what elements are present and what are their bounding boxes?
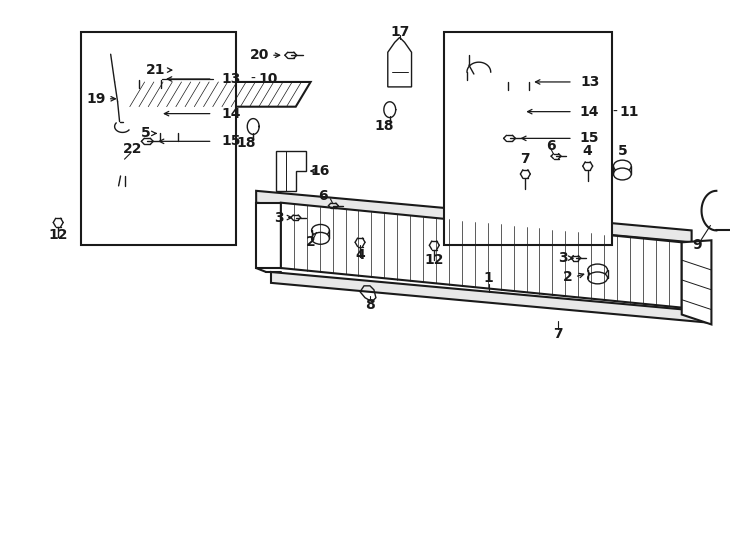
Text: 9: 9 — [691, 238, 702, 252]
Text: 19: 19 — [87, 92, 106, 106]
Text: 14: 14 — [580, 105, 600, 119]
Text: 6: 6 — [546, 139, 556, 153]
Ellipse shape — [311, 232, 330, 244]
Text: 3: 3 — [275, 211, 284, 225]
Polygon shape — [256, 191, 691, 242]
Bar — [81, 32, 236, 245]
Ellipse shape — [588, 264, 608, 276]
Text: 21: 21 — [145, 63, 165, 77]
Polygon shape — [120, 82, 310, 107]
Text: 14: 14 — [222, 106, 241, 120]
Text: -: - — [612, 105, 617, 119]
Ellipse shape — [588, 272, 608, 284]
Ellipse shape — [160, 127, 178, 139]
Ellipse shape — [614, 168, 631, 180]
Text: 13: 13 — [580, 75, 600, 89]
Ellipse shape — [507, 83, 529, 97]
Text: 7: 7 — [520, 152, 530, 166]
Text: 12: 12 — [48, 228, 68, 242]
Ellipse shape — [139, 81, 161, 95]
Polygon shape — [281, 202, 682, 308]
Ellipse shape — [160, 136, 178, 147]
Text: 22: 22 — [123, 142, 142, 156]
Text: 5: 5 — [617, 144, 628, 158]
Text: 1: 1 — [484, 271, 493, 285]
Text: 16: 16 — [310, 164, 330, 178]
Text: 20: 20 — [250, 48, 269, 62]
Text: 10: 10 — [258, 72, 277, 86]
Text: -: - — [251, 72, 255, 86]
Text: 4: 4 — [583, 144, 592, 158]
Polygon shape — [256, 202, 281, 268]
Ellipse shape — [311, 225, 330, 237]
Ellipse shape — [139, 73, 161, 87]
Ellipse shape — [507, 75, 529, 89]
Text: 18: 18 — [374, 118, 393, 132]
Bar — [444, 32, 612, 245]
Text: 18: 18 — [236, 136, 256, 150]
Text: 17: 17 — [390, 25, 410, 39]
Text: 8: 8 — [365, 298, 375, 312]
Text: 15: 15 — [222, 134, 241, 149]
Text: 12: 12 — [424, 253, 444, 267]
Ellipse shape — [614, 160, 631, 172]
Text: 3: 3 — [559, 251, 568, 265]
Text: 5: 5 — [140, 126, 150, 140]
Polygon shape — [271, 272, 706, 322]
Text: 6: 6 — [318, 189, 327, 203]
Text: 15: 15 — [580, 131, 600, 145]
Text: 4: 4 — [355, 248, 365, 262]
Text: 2: 2 — [563, 270, 573, 284]
Text: 11: 11 — [619, 105, 639, 119]
Text: 7: 7 — [553, 327, 563, 341]
Text: 13: 13 — [222, 72, 241, 86]
Text: 2: 2 — [306, 235, 316, 249]
Polygon shape — [682, 240, 711, 325]
